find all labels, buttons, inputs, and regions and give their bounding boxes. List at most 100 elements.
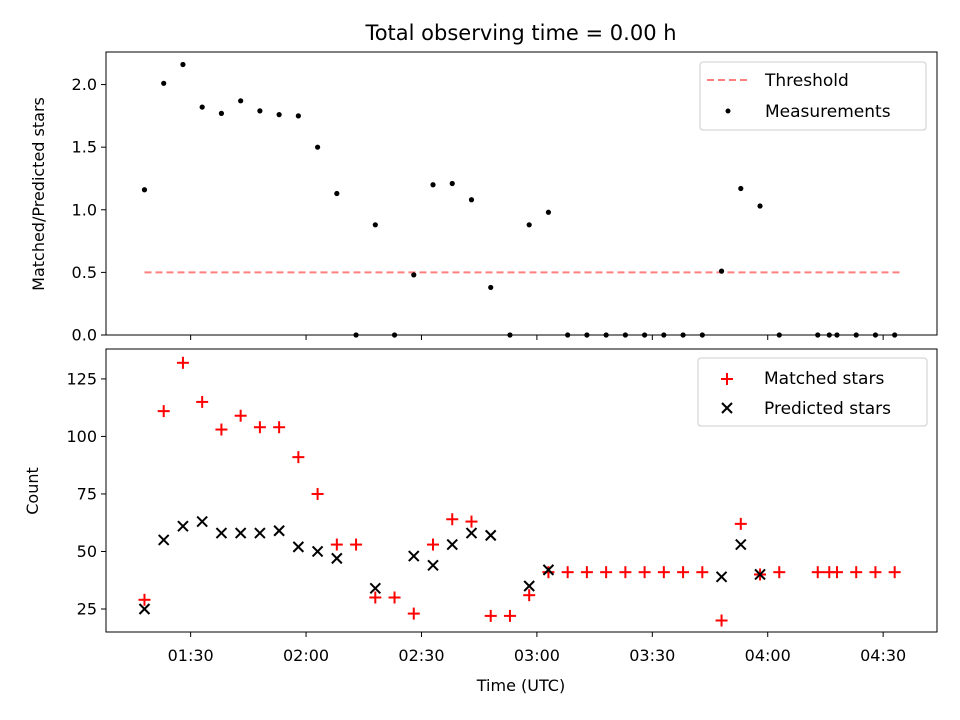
matched-star-point: [311, 487, 324, 500]
measurement-point: [622, 332, 628, 338]
x-axis-label: Time (UTC): [476, 676, 565, 695]
matched-star-point: [811, 566, 824, 579]
measurement-point: [411, 272, 417, 278]
matched-star-point: [580, 566, 593, 579]
predicted-star-point: [408, 550, 420, 562]
predicted-star-point: [292, 541, 305, 553]
measurement-point: [584, 332, 590, 338]
x-tick-label: 01:30: [168, 646, 214, 665]
matched-star-point: [542, 566, 555, 579]
predicted-star-point: [196, 515, 208, 528]
matched-star-point: [253, 421, 266, 434]
measurement-point: [449, 180, 455, 187]
matched-star-point: [773, 566, 786, 579]
matched-star-point: [869, 566, 882, 579]
top-y-tick-label: 2.0: [72, 75, 97, 94]
measurement-point: [545, 209, 552, 215]
top-y-tick-label: 1.5: [72, 138, 97, 157]
measurement-point: [757, 203, 763, 209]
x-tick-label: 02:00: [283, 646, 329, 665]
top-y-tick-label: 0.5: [72, 263, 97, 282]
measurement-point: [257, 108, 263, 114]
matched-star-point: [561, 566, 574, 579]
predicted-star-point: [369, 582, 382, 594]
matched-star-point: [369, 591, 382, 604]
matched-star-point: [215, 423, 228, 436]
predicted-star-point: [427, 559, 439, 571]
predicted-star-point: [215, 527, 228, 539]
measurement-point: [892, 332, 898, 338]
top-legend-box: [699, 61, 927, 131]
matched-stars-legend-swatch: [721, 373, 733, 385]
matched-star-point: [138, 593, 151, 606]
measurement-point: [488, 284, 494, 291]
predicted-star-point: [523, 580, 535, 592]
predicted-star-point: [542, 564, 555, 576]
predicted-star-point: [715, 571, 728, 583]
measurement-point: [853, 332, 859, 338]
predicted-star-point: [273, 525, 285, 537]
bottom-y-tick-label: 75: [77, 484, 97, 503]
x-tick-label: 04:30: [860, 646, 906, 665]
measurement-point: [199, 104, 205, 110]
measurement-point: [180, 61, 186, 68]
measurement-point: [776, 332, 782, 338]
matched-stars-legend-label: Matched stars: [764, 369, 884, 389]
predicted-star-point: [485, 529, 497, 542]
matched-star-point: [619, 566, 632, 579]
predicted-stars-legend-label: Predicted stars: [764, 399, 891, 419]
measurement-point: [372, 222, 378, 228]
predicted-star-point: [465, 527, 478, 539]
top-legend: Threshold Measurements: [699, 61, 927, 131]
bottom-y-tick-label: 125: [66, 369, 97, 388]
predicted-star-point: [735, 538, 747, 551]
top-axes-frame: [105, 51, 938, 336]
matched-star-point: [196, 395, 209, 408]
measurement-point: [661, 332, 667, 338]
measurement-point: [314, 144, 321, 150]
predicted-star-point: [754, 568, 766, 581]
measurement-point: [238, 98, 244, 104]
matched-star-point: [523, 589, 536, 602]
predicted-star-point: [311, 545, 324, 558]
measurements-legend-swatch: [725, 108, 731, 114]
measurement-point: [353, 332, 359, 338]
predicted-star-point: [177, 520, 189, 532]
top-y-axis-label: Matched/Predicted stars: [29, 97, 48, 291]
matched-star-point: [657, 566, 670, 579]
matched-star-point: [273, 421, 286, 434]
matched-star-point: [715, 614, 728, 627]
measurement-point: [872, 332, 879, 338]
measurement-point: [642, 332, 648, 338]
measurement-point: [141, 187, 148, 193]
matched-star-point: [407, 607, 420, 620]
matched-star-point: [427, 538, 440, 551]
matched-star-point: [157, 405, 170, 418]
matched-star-point: [696, 566, 709, 579]
matched-star-point: [503, 609, 516, 622]
bottom-y-tick-label: 100: [66, 427, 97, 446]
bottom-y-axis-label: Count: [23, 467, 42, 515]
matched-star-point: [850, 566, 863, 579]
measurement-point: [738, 185, 744, 192]
measurement-point: [507, 332, 513, 338]
measurement-point: [430, 182, 436, 188]
bottom-legend: Matched stars Predicted stars: [697, 357, 928, 427]
bottom-axes-frame: [105, 348, 938, 633]
measurement-point: [826, 332, 832, 338]
matched-star-point: [330, 538, 343, 551]
x-tick-label: 02:30: [398, 646, 444, 665]
matched-star-point: [830, 566, 843, 579]
measurement-point: [680, 332, 686, 338]
predicted-star-point: [234, 527, 247, 539]
matched-star-point: [234, 409, 247, 422]
measurement-point: [161, 80, 167, 86]
measurement-point: [565, 332, 571, 338]
matched-star-point: [292, 451, 305, 464]
predicted-stars-legend-swatch: [721, 402, 733, 414]
measurement-point: [334, 190, 340, 197]
x-tick-label: 03:30: [629, 646, 675, 665]
matched-star-point: [465, 515, 478, 528]
measurement-point: [834, 332, 840, 338]
